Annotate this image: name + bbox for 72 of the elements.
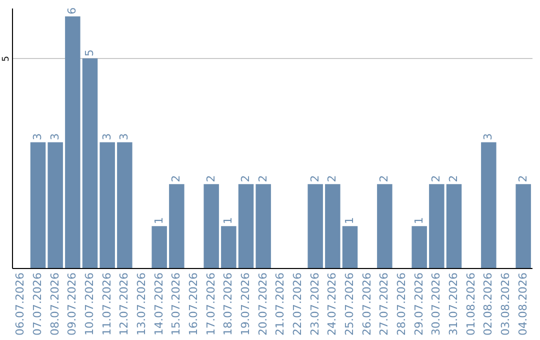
bar [238,184,254,268]
data-label: 5 [83,49,96,56]
bar [82,58,98,268]
x-tick-label: 18.07.2026 [222,272,235,336]
bar [342,226,358,268]
bar [117,142,132,268]
data-label: 2 [239,175,252,182]
data-label: 1 [222,217,235,224]
x-tick-label: 29.07.2026 [412,272,426,336]
x-tick-label: 12.07.2026 [118,272,131,336]
x-tick-label: 16.07.2026 [187,272,200,336]
data-label: 6 [66,7,79,14]
x-tick-label: 27.07.2026 [378,272,391,336]
x-tick-label: 19.07.2026 [239,272,252,336]
bar [516,184,531,268]
bar [169,184,184,268]
bar [204,184,219,268]
x-tick-label: 04.08.2026 [516,272,530,336]
bar [446,184,462,268]
x-tick-label: 31.07.2026 [447,272,460,336]
x-tick-label: 13.07.2026 [135,272,148,336]
data-label: 2 [256,175,270,182]
x-tick-label: 23.07.2026 [308,272,322,336]
x-tick-label: 17.07.2026 [204,272,218,336]
bar [221,226,236,268]
data-label: 2 [430,175,443,182]
x-tick-label: 25.07.2026 [343,272,356,336]
bar [256,184,271,268]
bar [152,226,167,268]
x-tick-label: 06.07.2026 [14,272,27,336]
x-tick-label: 30.07.2026 [430,272,443,336]
bar [325,184,340,268]
data-label: 3 [482,133,495,140]
bar [100,142,115,268]
data-label: 3 [118,133,131,140]
x-tick-label: 09.07.2026 [66,272,79,336]
x-tick-label: 03.08.2026 [499,272,512,336]
x-tick-label: 24.07.2026 [326,272,339,336]
x-tick-label: 20.07.2026 [256,272,270,336]
data-label: 2 [326,175,339,182]
bar [48,142,63,268]
x-tick-label: 21.07.2026 [274,272,287,336]
data-label: 2 [308,175,322,182]
x-tick-label: 08.07.2026 [48,272,62,336]
data-label: 1 [412,217,426,224]
x-tick-label: 15.07.2026 [170,272,183,336]
data-label: 3 [100,133,114,140]
data-label: 2 [378,175,391,182]
x-tick-label: 01.08.2026 [464,272,478,336]
data-label: 1 [152,217,166,224]
x-tick-label: 02.08.2026 [482,272,495,336]
data-label: 2 [516,175,530,182]
x-tick-label: 11.07.2026 [100,272,114,336]
bar [30,142,46,268]
x-tick-label: 07.07.2026 [31,272,44,336]
data-label: 2 [204,175,218,182]
x-tick-label: 10.07.2026 [83,272,96,336]
bar [65,16,80,268]
bar [377,184,392,268]
data-label: 3 [48,133,62,140]
bar [429,184,444,268]
x-tick-label: 26.07.2026 [360,272,374,336]
x-tick-label: 28.07.2026 [395,272,408,336]
bar [481,142,496,268]
data-label: 2 [170,175,183,182]
bar [412,226,427,268]
bar [308,184,323,268]
data-label: 2 [447,175,460,182]
x-tick-label: 14.07.2026 [152,272,166,336]
x-tick-label: 22.07.2026 [291,272,304,336]
data-label: 1 [343,217,356,224]
data-label: 3 [31,133,44,140]
